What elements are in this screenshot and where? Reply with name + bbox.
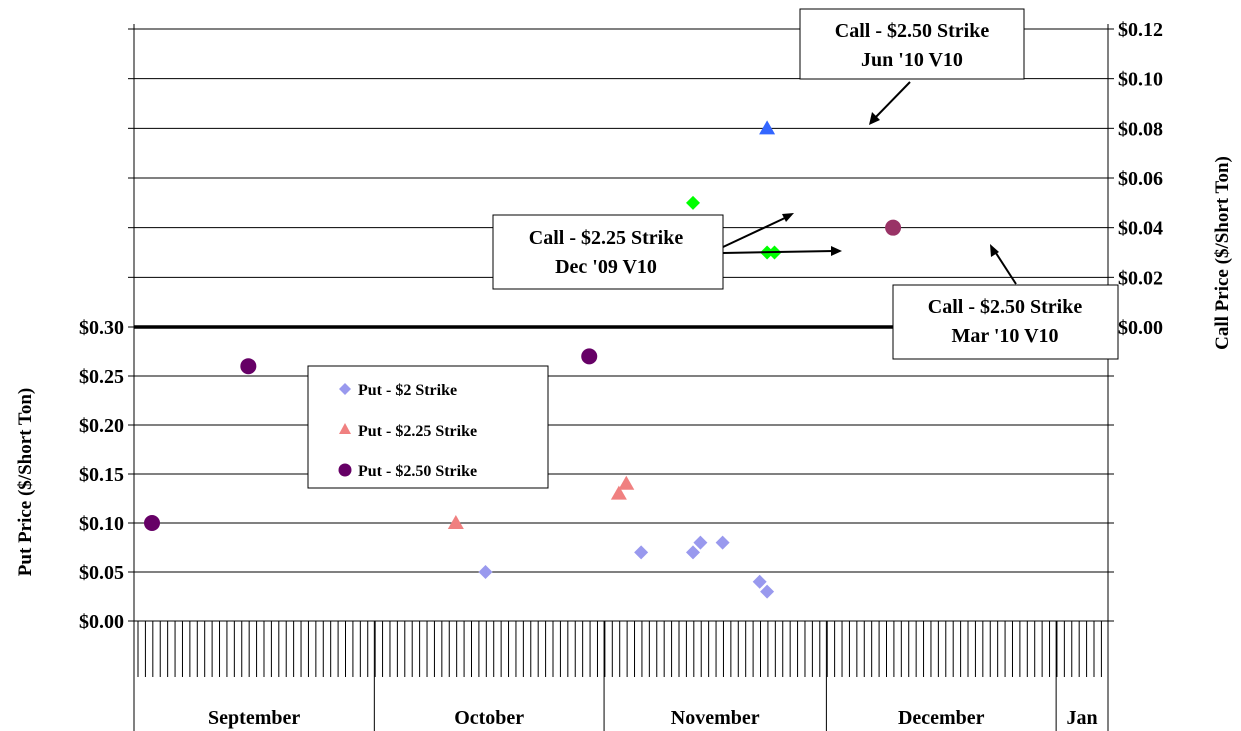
left-tick-label: $0.20 <box>79 415 124 437</box>
data-point-diamond <box>685 545 700 560</box>
month-label: December <box>898 707 985 729</box>
data-point-triangle <box>610 485 627 500</box>
right-tick-label: $0.00 <box>1118 317 1163 339</box>
annotation-line: Call - $2.25 Strike <box>529 227 684 249</box>
right-tick-label: $0.02 <box>1118 267 1163 289</box>
legend-entry: Put - $2.50 Strike <box>358 463 477 480</box>
right-axis-ticks: $0.00 $0.02 $0.04 $0.06 $0.08 $0.10 $0.12 <box>1108 19 1163 622</box>
legend: Put - $2 Strike Put - $2.25 Strike Put -… <box>307 365 549 489</box>
annotation-line: Dec '09 V10 <box>555 256 657 278</box>
right-tick-label: $0.12 <box>1118 19 1163 41</box>
data-point-circle <box>581 348 598 365</box>
legend-entry: Put - $2 Strike <box>358 382 457 399</box>
annotation-line: Call - $2.50 Strike <box>928 296 1083 318</box>
data-point-triangle <box>618 475 635 490</box>
data-point-diamond <box>715 535 730 550</box>
data-point-diamond <box>693 535 708 550</box>
left-tick-label: $0.15 <box>79 464 124 486</box>
data-point-diamond <box>478 565 493 579</box>
month-label: October <box>454 707 524 729</box>
data-point-circle <box>144 515 160 531</box>
left-tick-label: $0.00 <box>79 611 124 633</box>
data-point-diamond <box>760 584 775 599</box>
right-tick-label: $0.04 <box>1118 218 1163 240</box>
annotation-call-250-mar10: Call - $2.50 Strike Mar '10 V10 <box>892 244 1119 360</box>
data-point-triangle <box>759 120 776 135</box>
annotation-call-250-jun10: Call - $2.50 Strike Jun '10 V10 <box>799 8 1025 125</box>
annotation-line: Mar '10 V10 <box>951 325 1058 347</box>
left-axis-title: Put Price ($/Short Ton) <box>15 388 36 576</box>
left-tick-label: $0.10 <box>79 513 124 535</box>
right-tick-label: $0.08 <box>1118 118 1163 140</box>
right-tick-label: $0.06 <box>1118 168 1163 190</box>
data-point-diamond <box>752 574 767 589</box>
legend-triangle-icon <box>339 423 351 434</box>
x-axis-day-ticks <box>137 621 1102 677</box>
data-point-circle <box>240 358 257 375</box>
left-tick-label: $0.25 <box>79 366 124 388</box>
right-tick-label: $0.10 <box>1118 69 1163 91</box>
month-label: November <box>671 707 760 729</box>
annotation-call-225-dec09: Call - $2.25 Strike Dec '09 V10 <box>492 213 842 290</box>
legend-circle-icon <box>338 463 352 477</box>
data-point-circle <box>885 219 902 236</box>
month-label: Jan <box>1066 707 1097 729</box>
legend-entry: Put - $2.25 Strike <box>358 423 477 440</box>
left-tick-label: $0.05 <box>79 562 124 584</box>
left-axis-ticks: $0.00 $0.05 $0.10 $0.15 $0.20 $0.25 $0.30 <box>79 28 134 633</box>
annotation-line: Jun '10 V10 <box>861 49 963 71</box>
left-tick-label: $0.30 <box>79 317 124 339</box>
data-point-triangle <box>447 515 464 529</box>
data-point-diamond <box>634 545 649 560</box>
month-label: September <box>208 707 300 729</box>
x-axis-month-labels: September October November December Jan <box>133 621 1109 731</box>
data-point-diamond <box>685 195 700 210</box>
legend-diamond-icon <box>339 383 351 395</box>
right-axis-title: Call Price ($/Short Ton) <box>1212 156 1233 350</box>
annotation-line: Call - $2.50 Strike <box>835 20 990 42</box>
